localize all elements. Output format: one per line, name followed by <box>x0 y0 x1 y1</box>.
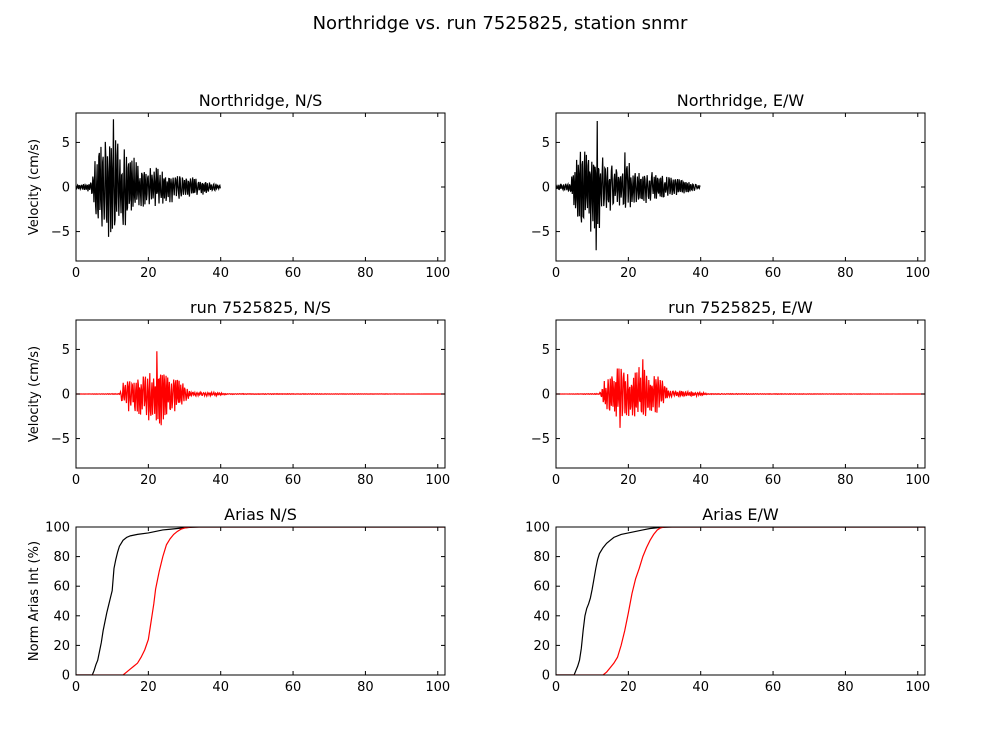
chart-4-ytick-label: 0 <box>542 388 550 403</box>
chart-6-xtick-label: 20 <box>620 680 637 695</box>
chart-4-ytick-label: 5 <box>542 343 550 358</box>
chart-2-title: Northridge, E/W <box>677 91 805 110</box>
chart-5-ytick-label: 40 <box>53 609 70 624</box>
chart-3: 0 20 40 60 80 100 −5 0 5 run 7525825, N/S Velocity… <box>27 298 450 488</box>
chart-3-xtick-label: 100 <box>425 473 450 488</box>
chart-4: 0 20 40 60 80 100 −5 0 5 run 7525825, E/W <box>531 298 930 488</box>
chart-5-xtick-label: 60 <box>285 680 302 695</box>
chart-2-xtick-label: 80 <box>837 266 854 281</box>
chart-1-ytick-label: 5 <box>62 136 70 151</box>
chart-5-series-2-line <box>76 527 445 675</box>
chart-4-xtick-label: 40 <box>692 473 709 488</box>
chart-4-xtick-label: 60 <box>765 473 782 488</box>
chart-6-xtick-label: 80 <box>837 680 854 695</box>
chart-5-xtick-label: 40 <box>212 680 229 695</box>
chart-3-series-1-line <box>76 351 445 426</box>
chart-1-xtick-label: 80 <box>357 266 374 281</box>
chart-5-ytick-label: 60 <box>53 580 70 595</box>
chart-3-ytick-label: 0 <box>62 388 70 403</box>
chart-1-ytick-label: −5 <box>51 225 70 240</box>
chart-6-ytick-label: 80 <box>533 550 550 565</box>
chart-2-xtick-label: 60 <box>765 266 782 281</box>
chart-3-ytick-label: −5 <box>51 432 70 447</box>
chart-3-xtick-label: 60 <box>285 473 302 488</box>
chart-1-ytick-label: 0 <box>62 181 70 196</box>
chart-5-series-1-line <box>76 527 445 675</box>
chart-6: 0 20 40 60 80 100 0 20 40 60 80 100 Arias E/W <box>525 505 930 695</box>
chart-4-ytick-label: −5 <box>531 432 550 447</box>
chart-1-xtick-label: 0 <box>72 266 80 281</box>
chart-3-ytick-label: 5 <box>62 343 70 358</box>
chart-6-axes-frame <box>555 526 926 676</box>
chart-4-xtick-label: 20 <box>620 473 637 488</box>
chart-2-series-1-line <box>556 121 701 251</box>
chart-1-title: Northridge, N/S <box>199 91 323 110</box>
chart-2-xtick-label: 40 <box>692 266 709 281</box>
chart-1-ylabel: Velocity (cm/s) <box>27 139 42 235</box>
chart-1-xtick-label: 40 <box>212 266 229 281</box>
chart-2-xtick-label: 100 <box>905 266 930 281</box>
chart-5-ytick-label: 20 <box>53 639 70 654</box>
chart-4-title: run 7525825, E/W <box>668 298 813 317</box>
chart-3-xtick-label: 80 <box>357 473 374 488</box>
chart-4-xtick-label: 100 <box>905 473 930 488</box>
chart-1-xtick-label: 20 <box>140 266 157 281</box>
chart-6-series-1-line <box>556 527 925 675</box>
chart-3-ylabel: Velocity (cm/s) <box>27 346 42 442</box>
chart-3-xtick-label: 40 <box>212 473 229 488</box>
chart-4-series-1-line <box>556 359 925 428</box>
chart-3-title: run 7525825, N/S <box>190 298 331 317</box>
figure-title: Northridge vs. run 7525825, station snmr <box>313 13 688 34</box>
chart-4-xtick-label: 0 <box>552 473 560 488</box>
chart-6-series-2-line <box>556 527 925 675</box>
chart-5-ylabel: Norm Arias Int (%) <box>27 541 42 661</box>
chart-1-xtick-label: 100 <box>425 266 450 281</box>
chart-6-ytick-label: 40 <box>533 609 550 624</box>
chart-2-ytick-label: 5 <box>542 136 550 151</box>
chart-5-xtick-label: 80 <box>357 680 374 695</box>
chart-6-xtick-label: 100 <box>905 680 930 695</box>
chart-6-xtick-label: 60 <box>765 680 782 695</box>
chart-6-xtick-label: 0 <box>552 680 560 695</box>
chart-6-ytick-label: 100 <box>525 521 550 536</box>
chart-2-ytick-label: −5 <box>531 225 550 240</box>
chart-5-ytick-label: 80 <box>53 550 70 565</box>
chart-6-ytick-label: 20 <box>533 639 550 654</box>
chart-5-ytick-label: 100 <box>45 521 70 536</box>
chart-1-series-1-line <box>76 119 221 237</box>
chart-1-xtick-label: 60 <box>285 266 302 281</box>
chart-1: 0 20 40 60 80 100 −5 0 5 Northridge, N/S Velocity … <box>27 91 450 281</box>
chart-5-ytick-label: 0 <box>62 669 70 684</box>
chart-5-axes-frame <box>75 526 446 676</box>
chart-6-ytick-label: 0 <box>542 669 550 684</box>
chart-3-xtick-label: 0 <box>72 473 80 488</box>
chart-6-title: Arias E/W <box>702 505 779 524</box>
chart-6-xtick-label: 40 <box>692 680 709 695</box>
chart-2-ytick-label: 0 <box>542 181 550 196</box>
chart-6-ytick-label: 60 <box>533 580 550 595</box>
chart-5-xtick-label: 0 <box>72 680 80 695</box>
chart-2-xtick-label: 0 <box>552 266 560 281</box>
chart-5: 0 20 40 60 80 100 0 20 40 60 80 100 Arias N/S Norm Ar… <box>27 505 450 695</box>
chart-3-xtick-label: 20 <box>140 473 157 488</box>
chart-5-title: Arias N/S <box>224 505 297 524</box>
chart-4-xtick-label: 80 <box>837 473 854 488</box>
chart-2-xtick-label: 20 <box>620 266 637 281</box>
chart-5-xtick-label: 20 <box>140 680 157 695</box>
panels: 0 20 40 60 80 100 −5 0 5 Northridge, N/S Velocity … <box>27 91 930 695</box>
chart-5-xtick-label: 100 <box>425 680 450 695</box>
chart-2: 0 20 40 60 80 100 −5 0 5 Northridge, E/W <box>531 91 930 281</box>
